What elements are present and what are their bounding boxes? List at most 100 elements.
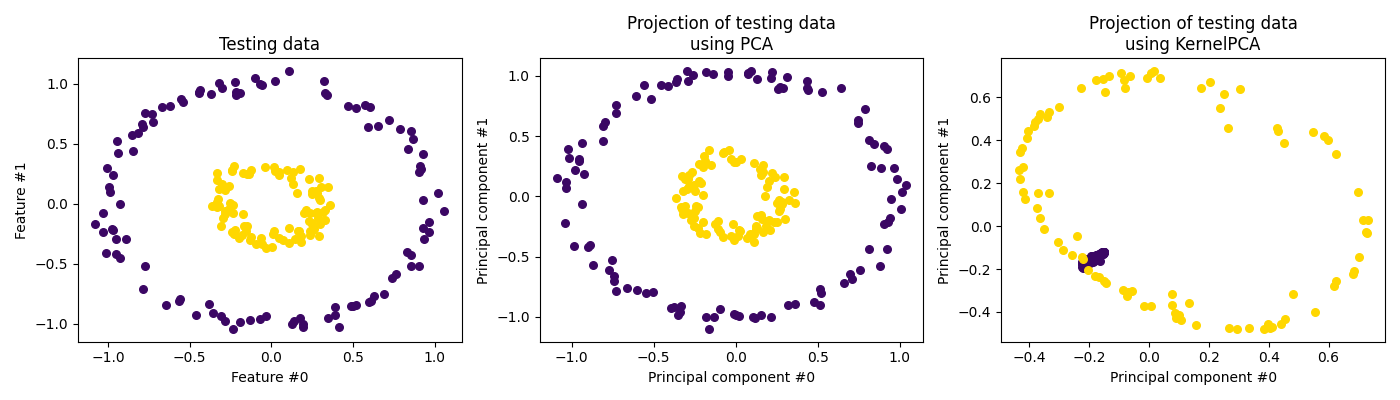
- Point: [1273, 140, 1295, 146]
- Point: [553, 220, 575, 226]
- Point: [577, 244, 599, 250]
- Point: [1088, 251, 1110, 257]
- Point: [757, 217, 780, 224]
- Point: [1081, 256, 1103, 263]
- Point: [721, 221, 743, 228]
- X-axis label: Feature #0: Feature #0: [231, 371, 308, 385]
- Point: [1089, 251, 1112, 257]
- Point: [1257, 321, 1280, 327]
- Point: [1135, 75, 1158, 81]
- Point: [784, 200, 806, 206]
- Point: [1088, 251, 1110, 258]
- Point: [795, 85, 818, 91]
- Point: [1343, 268, 1365, 274]
- Point: [337, 103, 360, 109]
- Point: [316, 315, 339, 321]
- Point: [1081, 253, 1103, 259]
- Point: [743, 231, 766, 237]
- Point: [750, 216, 773, 222]
- Point: [287, 228, 309, 234]
- Point: [188, 89, 210, 96]
- Point: [1184, 322, 1207, 328]
- Point: [760, 69, 783, 76]
- Point: [769, 83, 791, 90]
- Point: [839, 270, 861, 277]
- Point: [671, 303, 693, 310]
- Point: [809, 285, 832, 292]
- Point: [1086, 252, 1109, 259]
- Point: [783, 189, 805, 195]
- Point: [724, 159, 746, 166]
- Point: [1082, 258, 1105, 264]
- Point: [777, 197, 799, 204]
- Point: [328, 324, 350, 330]
- Point: [563, 242, 585, 249]
- Point: [693, 153, 715, 159]
- Point: [685, 202, 707, 209]
- Point: [260, 243, 283, 250]
- Point: [742, 314, 764, 320]
- Point: [224, 79, 246, 85]
- Point: [141, 119, 164, 125]
- Point: [134, 262, 157, 269]
- Point: [662, 304, 685, 310]
- Point: [745, 226, 767, 232]
- Point: [101, 226, 123, 232]
- Point: [109, 201, 132, 207]
- Point: [749, 211, 771, 218]
- Point: [683, 182, 706, 189]
- Point: [388, 126, 410, 132]
- Point: [1082, 258, 1105, 264]
- Point: [367, 122, 389, 129]
- Point: [360, 104, 382, 110]
- Point: [281, 320, 304, 327]
- Point: [199, 91, 221, 98]
- Point: [764, 174, 787, 180]
- Point: [1238, 324, 1260, 331]
- Point: [105, 250, 127, 257]
- Point: [773, 186, 795, 192]
- Point: [767, 86, 790, 92]
- Point: [1086, 253, 1109, 260]
- Point: [717, 73, 739, 79]
- Point: [132, 123, 154, 130]
- Title: Projection of testing data
using PCA: Projection of testing data using PCA: [627, 15, 836, 54]
- Point: [381, 275, 403, 281]
- Point: [736, 70, 759, 77]
- Point: [407, 169, 430, 176]
- Point: [678, 183, 700, 189]
- Point: [1014, 196, 1036, 202]
- Point: [749, 171, 771, 178]
- Point: [357, 124, 379, 130]
- Point: [1281, 290, 1303, 297]
- Point: [657, 82, 679, 89]
- Point: [251, 82, 273, 88]
- Point: [771, 200, 794, 207]
- Point: [218, 182, 241, 189]
- Point: [601, 257, 623, 264]
- Point: [673, 176, 696, 182]
- Point: [231, 211, 253, 217]
- Point: [1085, 252, 1107, 258]
- X-axis label: Principal component #0: Principal component #0: [648, 371, 815, 385]
- Point: [1015, 134, 1037, 141]
- Point: [1079, 258, 1102, 265]
- Point: [223, 210, 245, 216]
- Point: [1161, 302, 1183, 308]
- Point: [122, 148, 144, 154]
- Point: [1112, 287, 1134, 293]
- Point: [1317, 137, 1340, 143]
- Point: [220, 168, 242, 174]
- Point: [1229, 86, 1252, 92]
- Point: [1026, 205, 1049, 212]
- Point: [1085, 252, 1107, 259]
- Point: [290, 238, 312, 245]
- Point: [206, 204, 228, 210]
- Point: [666, 312, 689, 318]
- Point: [722, 158, 745, 165]
- Point: [860, 162, 882, 169]
- Point: [1302, 129, 1324, 135]
- Point: [1049, 104, 1071, 110]
- Point: [773, 174, 795, 180]
- Point: [288, 228, 311, 234]
